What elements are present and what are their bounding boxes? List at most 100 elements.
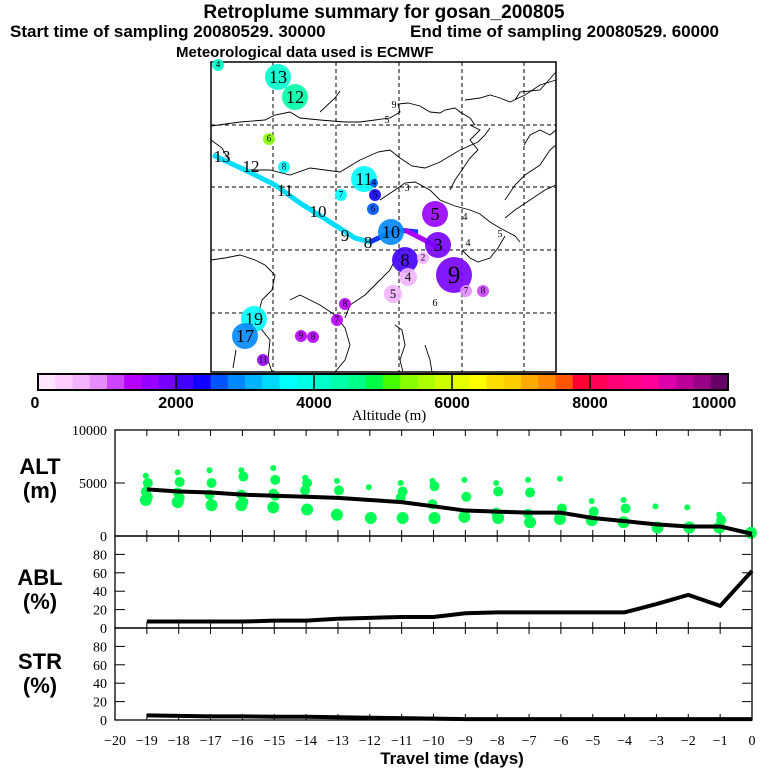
colorbar-swatch: [72, 374, 91, 390]
altitude-cluster-point: [235, 499, 248, 512]
x-tick-label: −6: [553, 734, 568, 749]
trajectory-marker: [399, 268, 417, 286]
panel-frame: [114, 535, 753, 629]
series-line-abl: [146, 569, 754, 624]
trajectory-marker: [307, 331, 319, 343]
trajectory-marker: [370, 179, 378, 187]
x-tick-label: −1: [713, 734, 728, 749]
colorbar-swatch: [262, 374, 280, 390]
altitude-cluster-point: [396, 511, 409, 524]
colorbar-swatch: [624, 374, 643, 390]
trajectory-day-label: 5: [385, 115, 390, 126]
colorbar-tick-label: 2000: [158, 395, 194, 412]
trajectory-marker: [378, 219, 404, 245]
x-tick-label: −13: [327, 734, 349, 749]
trajectory-marker-label: 9: [448, 262, 461, 289]
trajectory-marker: [257, 354, 269, 366]
trajectory-marker-label: 12: [286, 87, 304, 107]
trajectory-marker: [339, 298, 351, 310]
altitude-cluster-point: [493, 480, 500, 486]
colorbar-swatch: [607, 374, 625, 390]
altitude-cluster-point: [301, 503, 314, 516]
trajectory-marker-label: 7: [464, 286, 469, 296]
trajectory-marker: [335, 189, 347, 201]
colorbar-swatch: [641, 374, 660, 390]
altitude-cluster-point: [142, 478, 153, 488]
colorbar-swatch: [89, 374, 108, 390]
trajectory-marker: [212, 59, 224, 71]
colorbar-swatch: [210, 374, 229, 390]
y-tick-label: 10000: [72, 424, 107, 439]
colorbar-swatch: [521, 374, 539, 390]
x-tick-label: −9: [458, 734, 473, 749]
panel-abl: 0 20 40 60 80: [93, 535, 754, 637]
colorbar-swatch: [124, 374, 142, 390]
trajectory-marker: [369, 189, 381, 201]
trajectory-marker-label: 4: [405, 270, 412, 284]
y-tick-label: 20: [93, 604, 107, 619]
trajectory-marker-label: 8: [481, 286, 486, 296]
panel-str: 0 20 40 60 80: [93, 627, 753, 729]
colorbar-tick-label: 6000: [434, 395, 470, 412]
colorbar-swatch: [55, 374, 73, 390]
altitude-cluster-point: [171, 496, 184, 509]
trajectory-marker: [367, 203, 379, 215]
altitude-cluster-point: [493, 486, 504, 497]
y-tick-label: 0: [100, 714, 107, 729]
colorbar-swatch: [331, 374, 349, 390]
trajectory-marker-label: 7: [335, 315, 340, 325]
trajectory-marker-label: 11: [259, 355, 268, 365]
colorbar-swatch: [296, 374, 315, 390]
colorbar-swatch: [245, 374, 263, 390]
colorbar-swatch: [158, 374, 177, 390]
series-line-str: [146, 713, 752, 722]
trajectory-marker-label: 8: [400, 250, 409, 270]
altitude-cluster-point: [174, 476, 185, 487]
trajectory-day-label: 5: [498, 229, 503, 240]
altitude-cluster-point: [588, 506, 599, 517]
colorbar-tick-label: 4000: [296, 395, 332, 412]
trajectory-marker: [265, 64, 291, 90]
end-time-label: End time of sampling 20080529. 60000: [410, 22, 719, 41]
trajectory-marker-label: 5: [373, 190, 378, 200]
altitude-cluster-point: [620, 496, 627, 503]
abl-label-line1: ABL: [17, 565, 63, 590]
colorbar-title: Altitude (m): [351, 408, 427, 424]
x-tick-label: −8: [490, 734, 505, 749]
altitude-cluster-point: [588, 498, 595, 505]
altitude-cluster-point: [333, 485, 344, 496]
x-tick-label: −14: [295, 734, 317, 749]
altitude-cluster-point: [270, 474, 281, 485]
trajectory-day-label: 6: [433, 298, 438, 309]
y-tick-label: 20: [93, 696, 107, 711]
trajectory-marker: [295, 330, 307, 342]
trajectory-marker-label: 9: [299, 331, 304, 341]
altitude-cluster-point: [525, 487, 536, 498]
y-tick-label: 60: [93, 567, 107, 582]
colorbar-swatch: [555, 374, 574, 390]
chart-title: Retroplume summary for gosan_200805: [203, 2, 565, 23]
altitude-cluster-point: [524, 516, 537, 529]
x-tick-label: 0: [749, 734, 756, 749]
colorbar-swatch: [107, 374, 125, 390]
alt-panel-label: ALT (m): [5, 455, 75, 503]
altitude-cluster-point: [461, 476, 468, 483]
colorbar-frame: [37, 373, 729, 391]
x-tick-label: −5: [585, 734, 600, 749]
colorbar-swatch: [227, 374, 246, 390]
trajectory-day-label: 4: [466, 238, 471, 249]
colorbar-tick-label: 8000: [572, 395, 608, 412]
abl-panel-label: ABL (%): [5, 566, 75, 614]
x-tick-label: −4: [617, 734, 632, 749]
altitude-cluster-point: [620, 503, 631, 514]
y-tick-label: 40: [93, 677, 107, 692]
trajectory-marker: [331, 314, 343, 326]
start-time-label: Start time of sampling 20080529. 30000: [10, 22, 326, 41]
x-tick-label: −15: [263, 734, 285, 749]
trajectory-marker-label: 3: [433, 235, 442, 255]
y-tick-label: 60: [93, 659, 107, 674]
colorbar-swatch: [590, 374, 608, 390]
altitude-cluster-point: [174, 469, 181, 476]
colorbar-swatch: [141, 374, 160, 390]
colorbar-swatch: [486, 374, 505, 390]
